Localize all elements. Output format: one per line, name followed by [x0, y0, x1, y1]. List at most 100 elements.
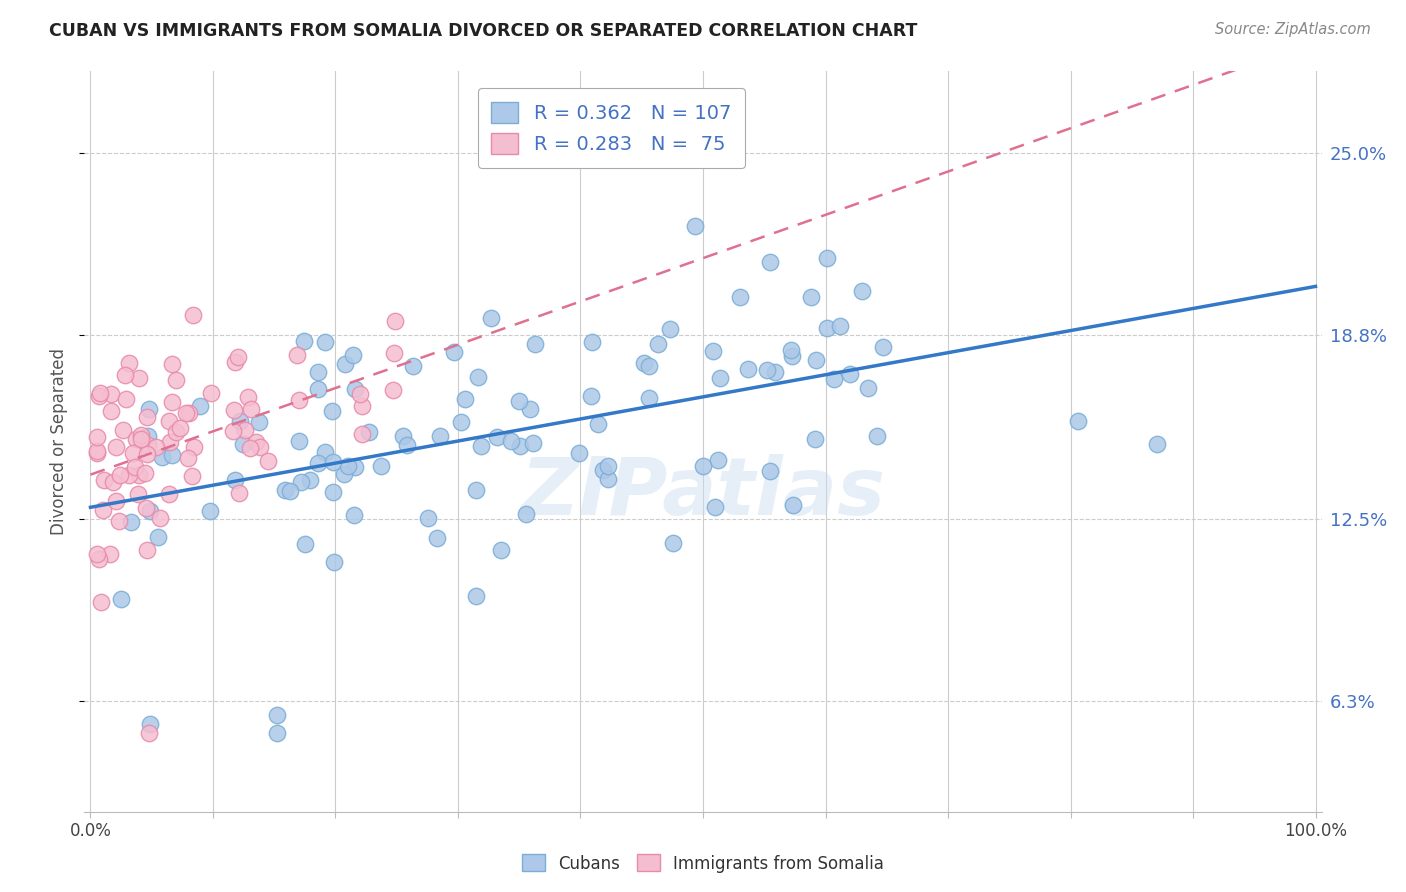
Point [755, 363, 778, 377]
Point [780, 349, 803, 363]
Point [138, 725, 160, 739]
Point [579, 389, 602, 403]
Legend: R = 0.362   N = 107, R = 0.283   N =  75: R = 0.362 N = 107, R = 0.283 N = 75 [478, 88, 745, 168]
Point [323, 555, 346, 569]
Point [160, 448, 183, 462]
Point [136, 429, 159, 443]
Point [136, 438, 159, 452]
Point [120, 515, 142, 529]
Point [288, 434, 311, 448]
Point [450, 415, 472, 429]
Point [125, 433, 148, 447]
Point [177, 406, 200, 420]
Point [804, 352, 827, 367]
Point [662, 536, 685, 550]
Point [333, 467, 356, 482]
Point [737, 361, 759, 376]
Point [135, 501, 157, 516]
Point [321, 404, 343, 418]
Point [139, 504, 162, 518]
Point [384, 314, 406, 328]
Point [128, 468, 150, 483]
Legend: Cubans, Immigrants from Somalia: Cubans, Immigrants from Somalia [515, 847, 891, 880]
Point [823, 372, 845, 386]
Point [519, 402, 541, 417]
Point [647, 337, 669, 351]
Point [382, 383, 405, 397]
Point [86, 444, 108, 458]
Point [278, 483, 301, 498]
Point [115, 392, 138, 407]
Point [479, 310, 502, 325]
Point [337, 459, 360, 474]
Point [343, 382, 366, 396]
Point [131, 433, 153, 447]
Point [200, 385, 222, 400]
Point [162, 357, 184, 371]
Point [349, 387, 371, 401]
Point [239, 442, 262, 456]
Point [685, 219, 707, 233]
Point [174, 406, 197, 420]
Point [188, 399, 211, 413]
Point [343, 460, 366, 475]
Point [1146, 437, 1168, 451]
Point [508, 394, 530, 409]
Point [98, 547, 121, 561]
Point [342, 349, 364, 363]
Point [370, 459, 392, 474]
Point [292, 334, 315, 349]
Point [157, 414, 180, 428]
Point [110, 592, 132, 607]
Point [108, 514, 131, 528]
Point [165, 425, 187, 439]
Point [314, 335, 336, 350]
Point [226, 350, 249, 364]
Point [730, 290, 752, 304]
Point [780, 343, 803, 358]
Point [160, 395, 183, 409]
Point [322, 485, 344, 500]
Point [707, 452, 730, 467]
Point [233, 423, 256, 437]
Point [523, 337, 546, 351]
Point [352, 399, 374, 413]
Point [758, 464, 780, 478]
Point [416, 511, 439, 525]
Point [382, 346, 405, 360]
Text: ZIPatlas: ZIPatlas [520, 454, 886, 533]
Point [357, 425, 380, 440]
Point [522, 435, 544, 450]
Point [499, 434, 522, 449]
Point [114, 368, 136, 382]
Point [839, 367, 862, 381]
Point [314, 445, 336, 459]
Point [290, 475, 312, 489]
Point [307, 382, 329, 396]
Point [100, 387, 122, 401]
Point [426, 531, 449, 545]
Point [91, 503, 114, 517]
Point [465, 483, 488, 497]
Point [181, 308, 204, 322]
Point [221, 425, 243, 439]
Text: Source: ZipAtlas.com: Source: ZipAtlas.com [1215, 22, 1371, 37]
Point [307, 366, 329, 380]
Point [104, 440, 127, 454]
Point [139, 717, 162, 731]
Point [127, 487, 149, 501]
Point [467, 369, 489, 384]
Point [136, 409, 159, 424]
Point [169, 421, 191, 435]
Point [232, 437, 254, 451]
Point [86, 430, 108, 444]
Point [485, 430, 508, 444]
Point [638, 391, 661, 405]
Point [429, 429, 451, 443]
Text: CUBAN VS IMMIGRANTS FROM SOMALIA DIVORCED OR SEPARATED CORRELATION CHART: CUBAN VS IMMIGRANTS FROM SOMALIA DIVORCE… [49, 22, 918, 40]
Point [401, 359, 423, 374]
Point [322, 455, 344, 469]
Point [135, 447, 157, 461]
Point [692, 459, 714, 474]
Point [763, 365, 786, 379]
